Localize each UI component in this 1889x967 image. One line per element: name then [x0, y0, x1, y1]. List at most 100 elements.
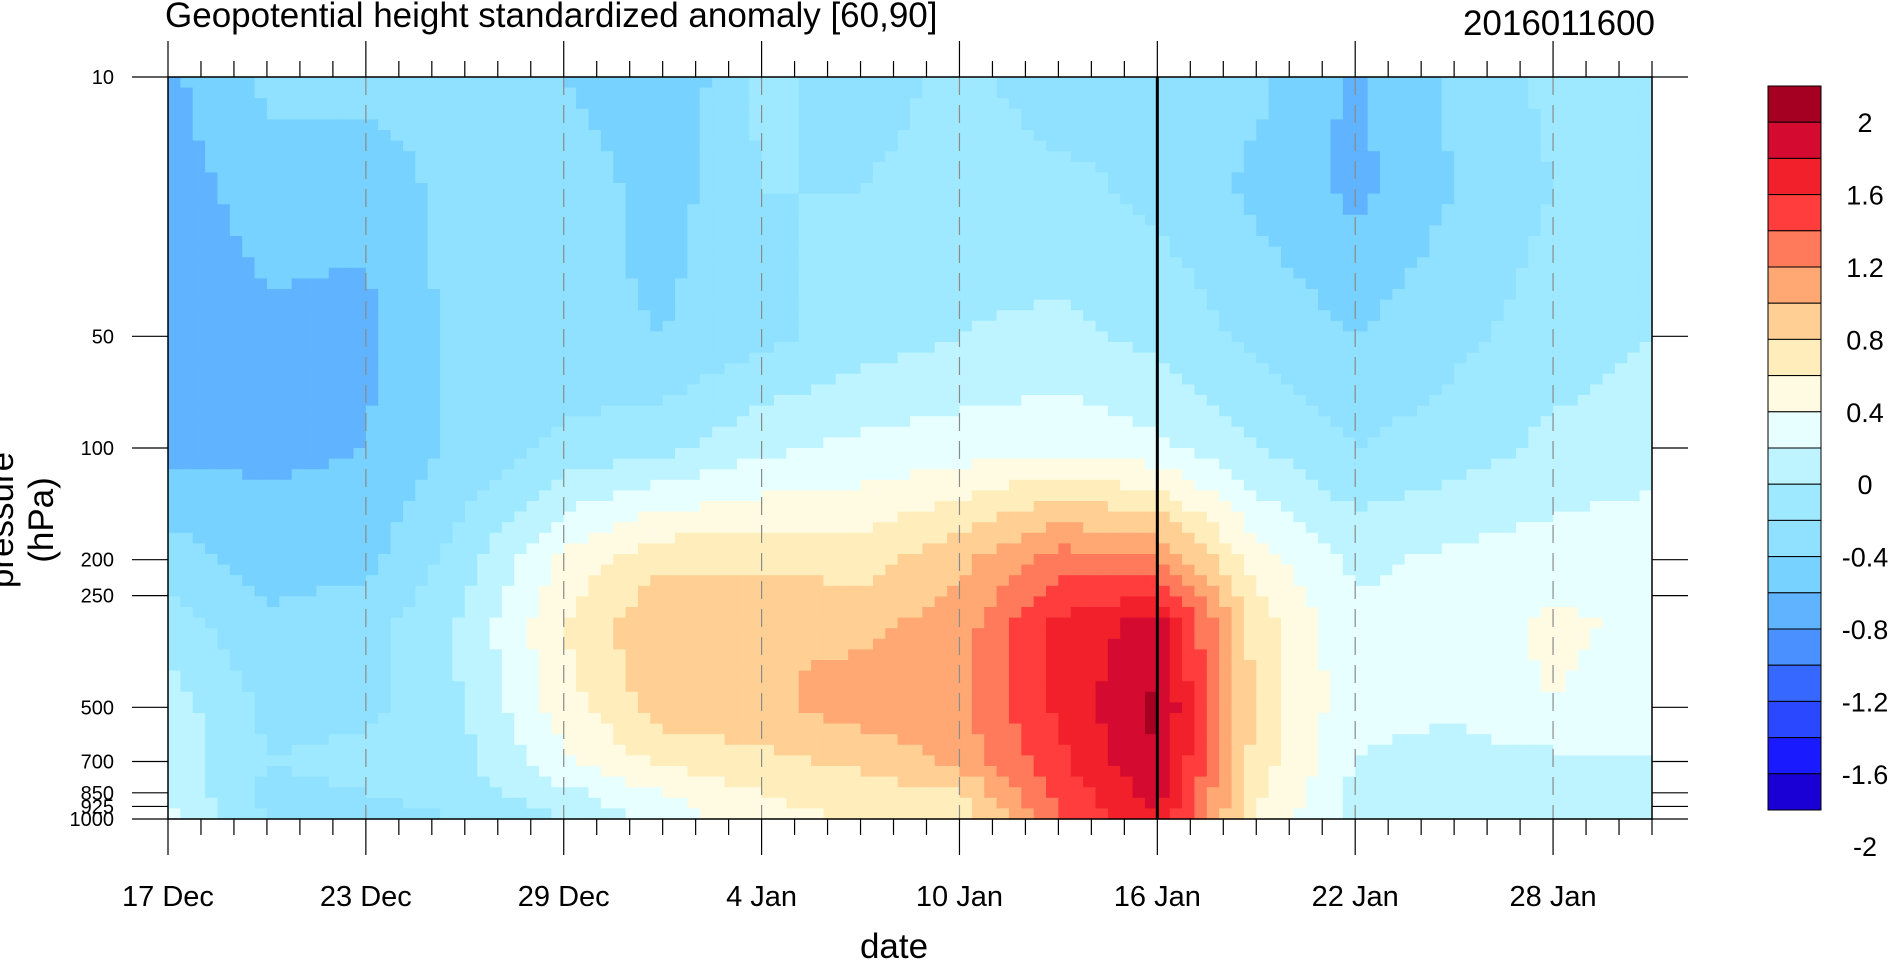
field-cell: [1008, 225, 1022, 237]
field-cell: [637, 501, 651, 513]
field-cell: [168, 416, 181, 428]
field-cell: [934, 416, 948, 428]
field-cell: [1429, 130, 1443, 142]
field-cell: [242, 98, 256, 110]
field-cell: [291, 172, 305, 184]
field-cell: [1157, 352, 1171, 364]
field-cell: [180, 161, 194, 173]
field-cell: [984, 479, 998, 491]
field-cell: [1478, 342, 1492, 354]
field-cell: [897, 246, 911, 258]
field-cell: [1540, 490, 1554, 502]
field-cell: [1355, 490, 1369, 502]
field-cell: [1058, 98, 1072, 110]
field-cell: [1206, 108, 1220, 120]
field-cell: [823, 405, 837, 417]
field-cell: [551, 405, 565, 417]
field-cell: [1441, 426, 1455, 438]
field-cell: [328, 87, 342, 99]
field-cell: [811, 130, 825, 142]
field-cell: [365, 214, 379, 226]
field-cell: [761, 469, 775, 481]
field-cell: [1107, 363, 1121, 375]
field-cell: [1157, 98, 1171, 110]
field-cell: [1206, 363, 1220, 375]
field-cell: [724, 363, 738, 375]
field-cell: [1367, 395, 1381, 407]
field-cell: [1132, 77, 1146, 89]
field-cell: [1478, 289, 1492, 301]
field-cell: [736, 161, 750, 173]
field-cell: [613, 437, 627, 449]
field-cell: [576, 405, 590, 417]
field-cell: [1281, 342, 1294, 354]
field-cell: [885, 511, 899, 523]
field-cell: [1417, 257, 1430, 269]
field-cell: [897, 299, 911, 311]
field-cell: [1169, 214, 1183, 226]
field-cell: [477, 246, 491, 258]
field-cell: [959, 236, 973, 248]
field-cell: [637, 490, 651, 502]
field-cell: [1083, 331, 1097, 343]
field-cell: [1182, 437, 1196, 449]
field-cell: [1342, 448, 1356, 460]
field-cell: [613, 77, 627, 89]
field-cell: [1144, 373, 1158, 385]
field-cell: [872, 77, 886, 89]
field-cell: [675, 108, 688, 120]
field-cell: [1540, 267, 1554, 279]
field-cell: [1318, 289, 1332, 301]
field-cell: [440, 140, 454, 152]
field-cell: [1491, 119, 1505, 131]
field-cell: [699, 363, 713, 375]
field-cell: [637, 130, 651, 142]
field-cell: [1194, 267, 1208, 279]
field-cell: [1379, 458, 1393, 470]
field-cell: [464, 448, 478, 460]
field-cell: [910, 140, 923, 152]
field-cell: [205, 130, 219, 142]
field-cell: [341, 426, 355, 438]
field-cell: [984, 437, 998, 449]
field-cell: [1367, 501, 1381, 513]
field-cell: [168, 77, 181, 89]
field-cell: [613, 342, 627, 354]
field-cell: [699, 98, 713, 110]
field-cell: [1429, 225, 1443, 237]
field-cell: [1194, 469, 1208, 481]
field-cell: [1083, 511, 1097, 523]
field-cell: [1590, 161, 1604, 173]
field-cell: [1169, 458, 1183, 470]
field-cell: [402, 310, 416, 322]
field-cell: [823, 119, 837, 131]
field-cell: [848, 405, 862, 417]
field-cell: [1058, 77, 1072, 89]
field-cell: [749, 214, 763, 226]
field-cell: [773, 225, 787, 237]
field-cell: [353, 172, 367, 184]
field-cell: [205, 501, 219, 513]
field-cell: [242, 479, 256, 491]
field-cell: [1046, 331, 1059, 343]
field-cell: [526, 395, 540, 407]
field-cell: [353, 320, 367, 332]
field-cell: [1095, 77, 1109, 89]
field-cell: [415, 193, 429, 205]
field-cell: [1144, 236, 1158, 248]
field-cell: [761, 204, 775, 216]
field-cell: [242, 77, 256, 89]
field-cell: [885, 416, 899, 428]
field-cell: [947, 130, 961, 142]
field-cell: [910, 172, 923, 184]
field-cell: [316, 225, 330, 237]
field-cell: [1107, 352, 1121, 364]
field-cell: [1070, 342, 1084, 354]
field-cell: [1627, 225, 1641, 237]
field-cell: [1194, 352, 1208, 364]
field-cell: [934, 331, 948, 343]
field-cell: [1627, 151, 1641, 163]
field-cell: [1305, 458, 1319, 470]
field-cell: [848, 426, 862, 438]
field-cell: [885, 87, 899, 99]
